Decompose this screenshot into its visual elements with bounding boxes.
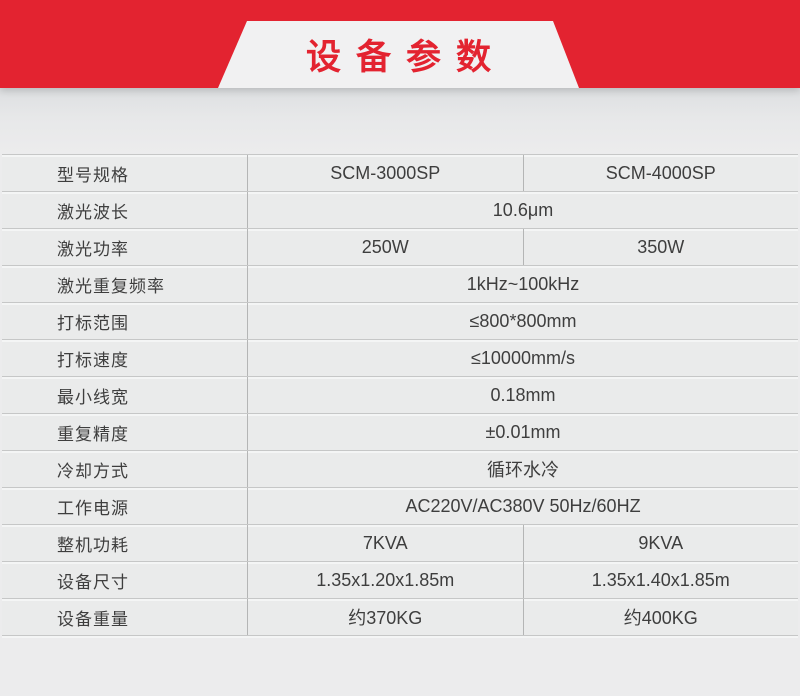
table-row: 激光功率 250W 350W xyxy=(2,229,798,266)
spec-label: 冷却方式 xyxy=(2,451,248,487)
spec-label: 激光重复频率 xyxy=(2,266,248,302)
table-row: 设备重量 约370KG 约400KG xyxy=(2,599,798,636)
spec-label: 激光功率 xyxy=(2,229,248,265)
table-row: 激光波长 10.6μm xyxy=(2,192,798,229)
banner-gap xyxy=(0,88,800,154)
page-title: 设备参数 xyxy=(305,38,506,77)
spec-value: 1.35x1.40x1.85m xyxy=(522,562,799,598)
table-row: 整机功耗 7KVA 9KVA xyxy=(2,525,798,562)
spec-label: 整机功耗 xyxy=(2,525,248,561)
spec-value-merged: AC220V/AC380V 50Hz/60HZ xyxy=(405,495,641,516)
table-row: 工作电源 AC220V/AC380V 50Hz/60HZ xyxy=(2,488,798,525)
spec-value: 9KVA xyxy=(522,525,799,561)
table-row: 激光重复频率 1kHz~100kHz xyxy=(2,266,798,303)
table-row: 设备尺寸 1.35x1.20x1.85m 1.35x1.40x1.85m xyxy=(2,562,798,599)
spec-label: 工作电源 xyxy=(2,488,248,524)
table-row: 冷却方式 循环水冷 xyxy=(2,451,798,488)
table-row: 型号规格 SCM-3000SP SCM-4000SP xyxy=(2,155,798,192)
table-row: 打标速度 ≤10000mm/s xyxy=(2,340,798,377)
table-row: 重复精度 ±0.01mm xyxy=(2,414,798,451)
title-panel: 设备参数 xyxy=(218,21,579,88)
spec-value-merged: 10.6μm xyxy=(492,199,554,220)
spec-value: SCM-3000SP xyxy=(330,162,441,183)
spec-value-merged: ≤800*800mm xyxy=(469,310,577,331)
spec-table: 型号规格 SCM-3000SP SCM-4000SP 激光波长 10.6μm 激光功率 25… xyxy=(2,154,798,636)
spec-label: 打标速度 xyxy=(2,340,248,376)
spec-label: 最小线宽 xyxy=(2,377,248,413)
spec-value: 约400KG xyxy=(522,599,799,635)
spec-value-merged: 0.18mm xyxy=(490,384,556,405)
spec-value-merged: ≤10000mm/s xyxy=(471,347,575,368)
spec-label: 设备重量 xyxy=(2,599,248,635)
spec-label: 打标范围 xyxy=(2,303,248,339)
spec-value: 250W xyxy=(361,236,409,257)
spec-label: 型号规格 xyxy=(2,155,248,191)
spec-label: 激光波长 xyxy=(2,192,248,228)
spec-value: 1.35x1.20x1.85m xyxy=(316,569,455,590)
spec-value: 约370KG xyxy=(348,608,423,628)
spec-value-merged: ±0.01mm xyxy=(485,421,561,442)
spec-value: 350W xyxy=(522,229,799,265)
spec-value-merged: 1kHz~100kHz xyxy=(466,273,580,294)
table-row: 打标范围 ≤800*800mm xyxy=(2,303,798,340)
header-banner: 设备参数 xyxy=(0,0,800,88)
spec-label: 重复精度 xyxy=(2,414,248,450)
spec-value-merged: 循环水冷 xyxy=(487,460,559,480)
spec-value: SCM-4000SP xyxy=(522,155,799,191)
table-row: 最小线宽 0.18mm xyxy=(2,377,798,414)
spec-value: 7KVA xyxy=(362,532,408,553)
spec-label: 设备尺寸 xyxy=(2,562,248,598)
